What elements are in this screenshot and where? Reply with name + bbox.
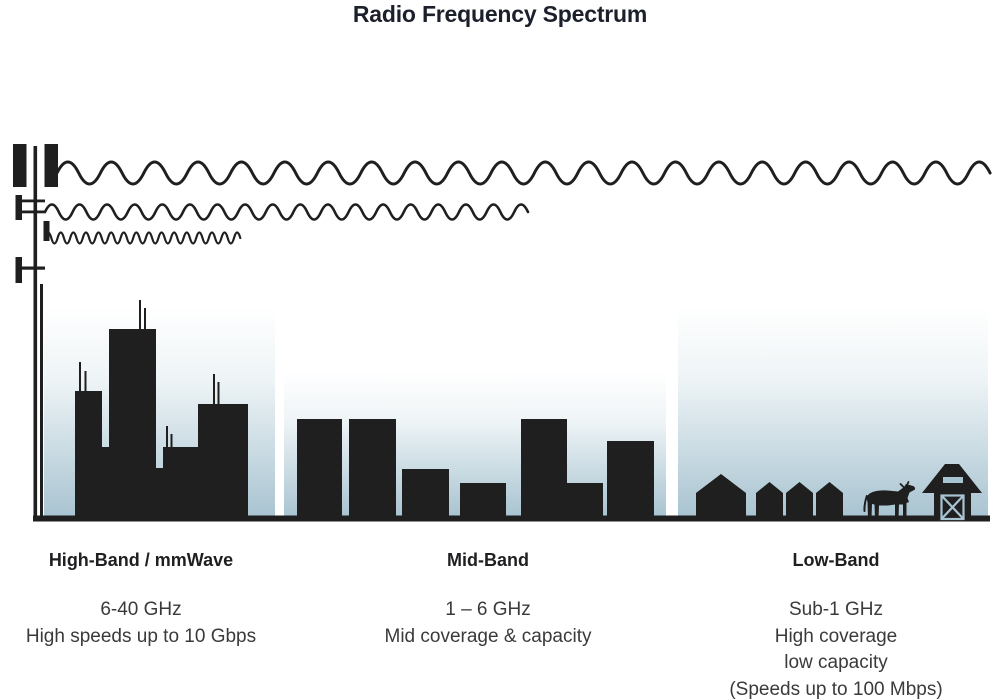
long-wave-icon bbox=[55, 160, 992, 186]
band-heading-mid: Mid-Band bbox=[447, 550, 529, 570]
band-label-mid: Mid-Band 1 – 6 GHz Mid coverage & capaci… bbox=[338, 550, 638, 650]
mid-buildings-icon bbox=[297, 419, 654, 520]
band-line: Mid coverage & capacity bbox=[384, 625, 592, 647]
band-label-high: High-Band / mmWave 6-40 GHz High speeds … bbox=[0, 550, 291, 650]
barn-icon bbox=[922, 464, 982, 521]
page-title: Radio Frequency Spectrum bbox=[352, 1, 648, 27]
band-label-low: Low-Band Sub-1 GHz High coverage low cap… bbox=[686, 550, 986, 700]
band-line: 6-40 GHz bbox=[100, 599, 182, 620]
cow-icon bbox=[863, 481, 916, 518]
band-heading-high: High-Band / mmWave bbox=[48, 550, 234, 570]
medium-wave-icon bbox=[43, 203, 530, 221]
ground-line bbox=[33, 515, 990, 522]
band-line: Sub-1 GHz bbox=[789, 599, 883, 620]
band-line: High speeds up to 10 Gbps bbox=[25, 625, 257, 647]
band-line: low capacity bbox=[784, 652, 888, 673]
band-line: (Speeds up to 100 Mbps) bbox=[729, 678, 943, 700]
houses-icon bbox=[696, 474, 843, 520]
band-line: 1 – 6 GHz bbox=[445, 599, 531, 620]
band-heading-low: Low-Band bbox=[792, 550, 880, 570]
cell-tower-icon bbox=[13, 144, 58, 520]
band-line: High coverage bbox=[774, 625, 898, 647]
short-wave-icon bbox=[43, 231, 242, 245]
skyscrapers-icon bbox=[75, 300, 248, 520]
